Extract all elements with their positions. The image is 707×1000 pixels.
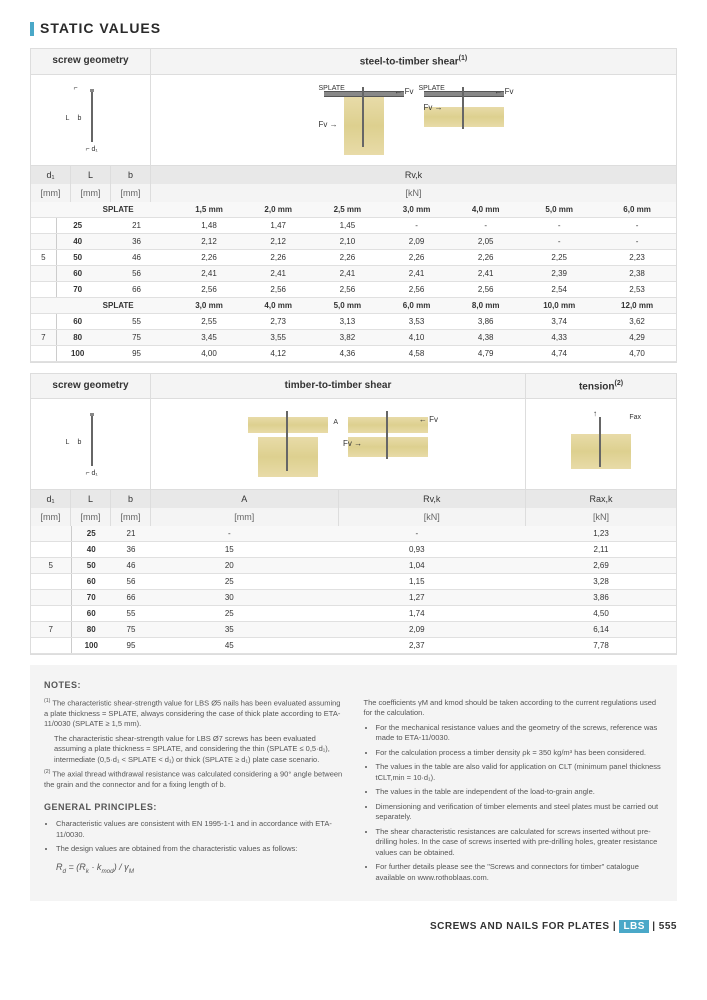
col-rvk: Rv,k — [151, 166, 676, 184]
col-b: b — [111, 166, 151, 184]
timber-timber-table: 2521--1,234036150,932,1155046201,042,696… — [31, 526, 676, 654]
table1-section: screw geometry steel-to-timber shear(1) … — [30, 48, 677, 362]
steel-timber-table: SPLATE1,5 mm2,0 mm2,5 mm3,0 mm4,0 mm5,0 … — [31, 202, 676, 362]
timber-shear-header: timber-to-timber shear — [151, 374, 526, 398]
col-d1: d₁ — [31, 166, 71, 184]
notes-header: NOTES: — [44, 679, 663, 692]
shear-diagram: SPLATE ← Fv Fv → SPLATE ← Fv Fv → — [151, 75, 676, 165]
geo-diagram: ⌐ L b ⌐ d₁ — [31, 75, 151, 165]
notes-section: NOTES: (1) The characteristic shear-stre… — [30, 665, 677, 901]
geo-header: screw geometry — [31, 49, 151, 73]
table2-section: screw geometry timber-to-timber shear te… — [30, 373, 677, 655]
tension-diagram: ↑ Fax — [526, 399, 676, 489]
timber-shear-diagram: A ← Fv Fv → — [151, 399, 526, 489]
page-title: STATIC VALUES — [30, 20, 677, 36]
tension-header: tension(2) — [526, 374, 676, 398]
geo-header2: screw geometry — [31, 374, 151, 398]
shear-header: steel-to-timber shear(1) — [151, 49, 676, 73]
col-L: L — [71, 166, 111, 184]
page-footer: SCREWS AND NAILS FOR PLATES | LBS | 555 — [30, 921, 677, 932]
general-principles-header: GENERAL PRINCIPLES: — [44, 801, 344, 814]
formula: Rd = (Rk · kmod) / γM — [56, 861, 344, 877]
geo-diagram2: L b ⌐ d₁ — [31, 399, 151, 489]
